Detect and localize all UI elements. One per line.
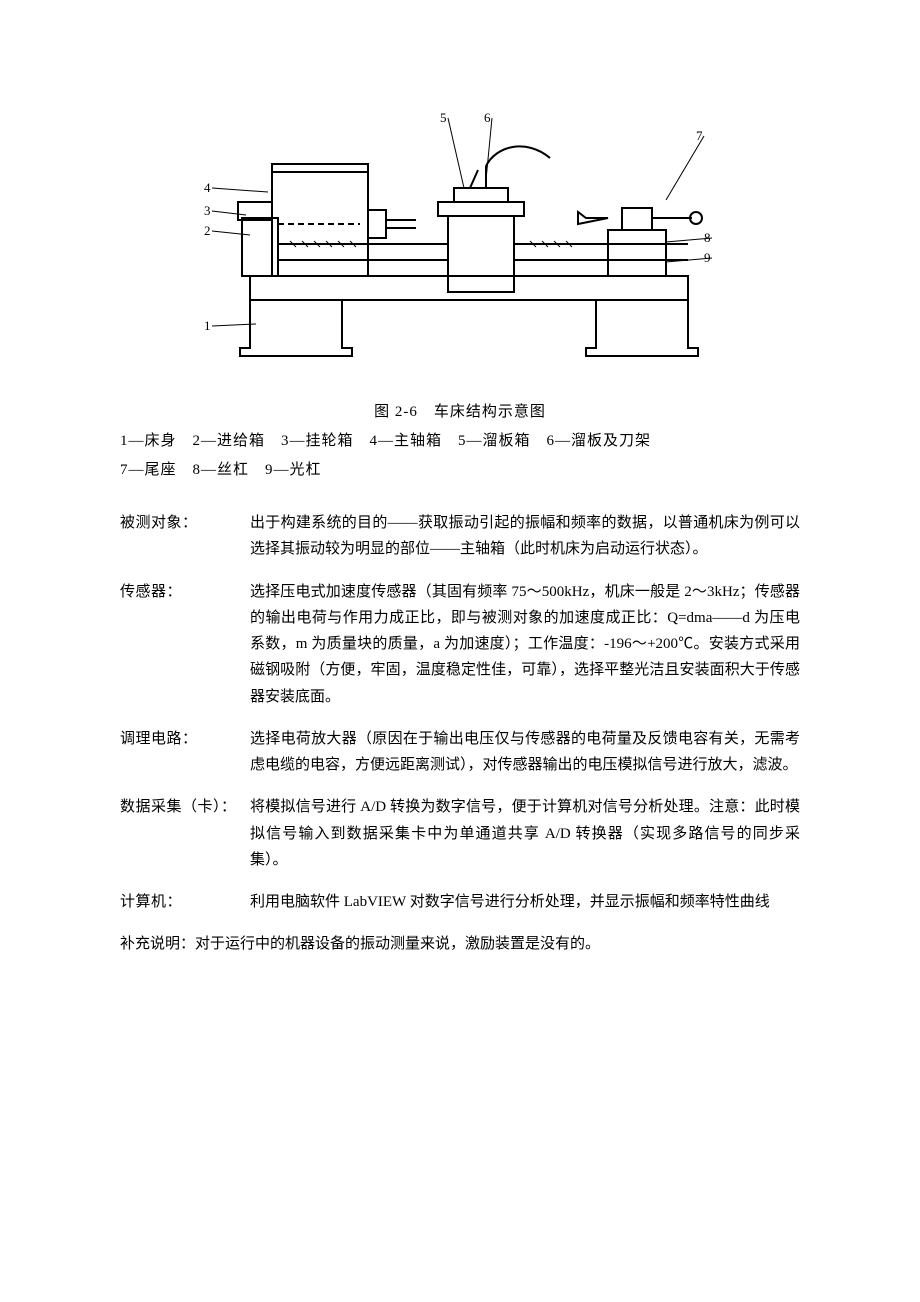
definition-row: 计算机：利用电脑软件 LabVIEW 对数字信号进行分析处理，并显示振幅和频率特… xyxy=(120,889,800,915)
definition-label: 传感器： xyxy=(120,579,250,605)
definition-body: 选择电荷放大器（原因在于输出电压仅与传感器的电荷量及反馈电容有关，无需考虑电缆的… xyxy=(250,726,800,779)
definition-label: 调理电路： xyxy=(120,726,250,752)
lathe-diagram: 1 2 3 4 5 6 7 8 9 xyxy=(190,100,730,380)
definition-label: 被测对象： xyxy=(120,510,250,536)
svg-text:5: 5 xyxy=(440,110,447,125)
svg-text:1: 1 xyxy=(204,318,211,333)
definition-body: 出于构建系统的目的——获取振动引起的振幅和频率的数据，以普通机床为例可以选择其振… xyxy=(250,510,800,563)
svg-text:8: 8 xyxy=(704,230,711,245)
svg-text:6: 6 xyxy=(484,110,491,125)
svg-text:4: 4 xyxy=(204,180,211,195)
definition-row: 数据采集（卡）：将模拟信号进行 A/D 转换为数字信号，便于计算机对信号分析处理… xyxy=(120,794,800,873)
figure-legend: 1—床身 2—进给箱 3—挂轮箱 4—主轴箱 5—溜板箱 6—溜板及刀架 7—尾… xyxy=(120,427,800,484)
figure-caption: 图 2-6 车床结构示意图 xyxy=(120,400,800,421)
definition-body: 利用电脑软件 LabVIEW 对数字信号进行分析处理，并显示振幅和频率特性曲线 xyxy=(250,889,800,915)
definition-list: 被测对象：出于构建系统的目的——获取振动引起的振幅和频率的数据，以普通机床为例可… xyxy=(120,510,800,915)
definition-row: 被测对象：出于构建系统的目的——获取振动引起的振幅和频率的数据，以普通机床为例可… xyxy=(120,510,800,563)
definition-body: 将模拟信号进行 A/D 转换为数字信号，便于计算机对信号分析处理。注意：此时模拟… xyxy=(250,794,800,873)
svg-text:9: 9 xyxy=(704,250,711,265)
legend-line-2: 7—尾座 8—丝杠 9—光杠 xyxy=(120,456,800,485)
svg-text:7: 7 xyxy=(696,128,703,143)
definition-row: 传感器：选择压电式加速度传感器（其固有频率 75～500kHz，机床一般是 2～… xyxy=(120,579,800,710)
svg-text:2: 2 xyxy=(204,223,211,238)
definition-label: 计算机： xyxy=(120,889,250,915)
legend-line-1: 1—床身 2—进给箱 3—挂轮箱 4—主轴箱 5—溜板箱 6—溜板及刀架 xyxy=(120,427,800,456)
definition-body: 选择压电式加速度传感器（其固有频率 75～500kHz，机床一般是 2～3kHz… xyxy=(250,579,800,710)
definition-label: 数据采集（卡）： xyxy=(120,794,250,820)
definition-row: 调理电路：选择电荷放大器（原因在于输出电压仅与传感器的电荷量及反馈电容有关，无需… xyxy=(120,726,800,779)
supplementary-note: 补充说明：对于运行中的机器设备的振动测量来说，激励装置是没有的。 xyxy=(120,931,800,957)
svg-text:3: 3 xyxy=(204,203,211,218)
